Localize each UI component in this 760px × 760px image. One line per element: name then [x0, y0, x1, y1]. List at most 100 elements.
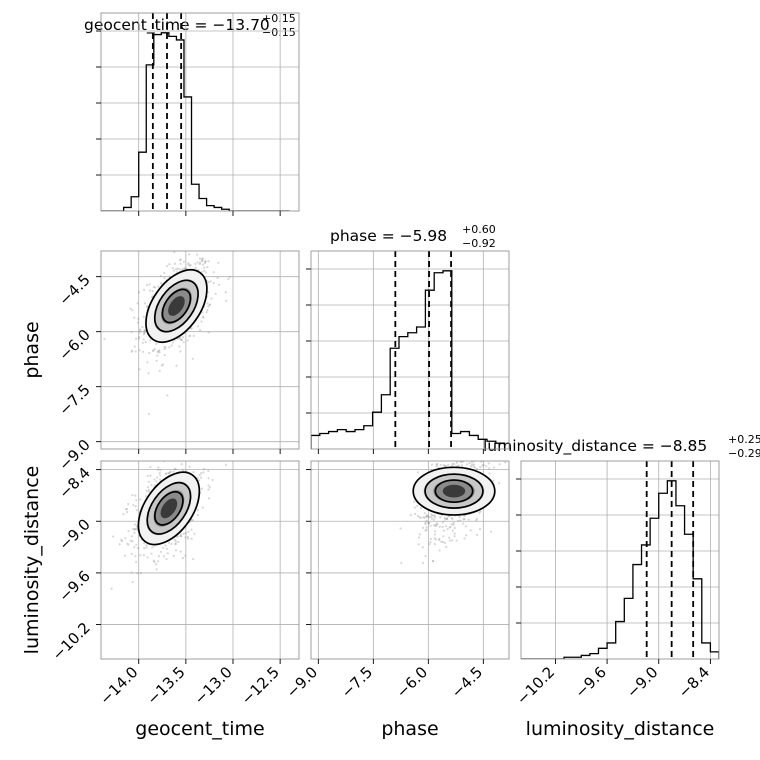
scatter-point [145, 489, 148, 492]
scatter-point [191, 519, 194, 522]
scatter-point [155, 480, 158, 483]
scatter-point [136, 321, 140, 324]
scatter-point [167, 472, 171, 475]
scatter-point [200, 487, 204, 490]
scatter-point [475, 456, 477, 458]
scatter-point [446, 528, 449, 531]
scatter-point [455, 539, 458, 542]
scatter-point [200, 270, 203, 273]
scatter-point [184, 536, 187, 539]
contour-0 [137, 471, 201, 546]
scatter-point [473, 466, 476, 469]
title-luminosity-distance-sub: −0.29 [728, 447, 760, 460]
contour-1 [424, 473, 484, 509]
scatter-point [443, 541, 447, 545]
scatter-point [120, 538, 123, 541]
scatter-point [110, 587, 113, 590]
scatter-point [144, 340, 147, 344]
scatter-point [134, 337, 138, 340]
scatter-point [196, 508, 199, 512]
scatter-point [464, 458, 466, 460]
scatter-point [497, 457, 499, 459]
panel-geocent_time-luminosity_distance: −14.0 −13.5 −13.0 −12.5−10.2−9.6−9.0−8.4 [49, 460, 300, 708]
scatter-point [125, 508, 128, 511]
scatter-point [146, 474, 149, 478]
scatter-point [130, 535, 133, 538]
scatter-point [471, 456, 473, 458]
scatter-point [207, 488, 210, 491]
scatter-point [187, 530, 190, 533]
scatter-point [149, 474, 152, 477]
scatter-point [492, 479, 495, 482]
scatter-point [479, 510, 482, 513]
scatter-point [224, 463, 228, 466]
scatter-point [429, 516, 432, 519]
scatter-point [441, 541, 445, 544]
scatter-point [433, 533, 437, 536]
scatter-point [202, 467, 206, 471]
scatter-point [190, 327, 193, 330]
scatter-point [141, 325, 144, 329]
title-geocent-time: geocent_time = −13.70 +0.15 −0.15 [84, 12, 296, 39]
panel-content [103, 239, 231, 416]
scatter-point [427, 522, 431, 525]
scatter-point [135, 509, 139, 512]
scatter-point [214, 239, 216, 241]
scatter-point [124, 554, 127, 557]
scatter-point [229, 244, 231, 246]
scatter-point [433, 516, 436, 519]
scatter-point [131, 494, 134, 497]
scatter-point [445, 545, 448, 549]
x-tick-label: −10.2 [513, 663, 558, 708]
title-phase-sup: +0.60 [462, 223, 496, 236]
scatter-point [467, 452, 469, 454]
scatter-point [139, 554, 142, 557]
scatter-point [441, 521, 445, 524]
scatter-point [158, 349, 161, 352]
x-tick-label: −8.4 [675, 663, 713, 701]
histogram-phase [311, 270, 506, 449]
scatter-point [187, 262, 190, 265]
scatter-point [194, 266, 197, 269]
scatter-point [457, 464, 461, 467]
scatter-point [126, 510, 129, 514]
scatter-point [124, 537, 127, 540]
scatter-point [174, 549, 178, 552]
scatter-point [425, 514, 428, 518]
y-tick-label: −8.4 [55, 464, 93, 502]
scatter-point [144, 329, 147, 333]
scatter-point [203, 261, 207, 265]
scatter-point [485, 465, 488, 468]
scatter-point [429, 537, 433, 541]
scatter-point [206, 302, 209, 305]
scatter-point [207, 469, 210, 473]
scatter-point [482, 463, 485, 467]
scatter-point [133, 546, 136, 549]
panel-content [110, 461, 228, 590]
scatter-point [146, 361, 149, 364]
title-phase: phase = −5.98 +0.60 −0.92 [330, 223, 496, 250]
scatter-point [156, 560, 160, 563]
scatter-point [445, 525, 448, 528]
scatter-point [429, 524, 432, 527]
grid [101, 13, 299, 211]
scatter-point [118, 543, 121, 546]
scatter-point [432, 524, 436, 527]
scatter-point [179, 533, 183, 536]
scatter-point [163, 277, 166, 280]
scatter-point [463, 517, 466, 521]
scatter-point [456, 457, 458, 459]
scatter-point [200, 476, 203, 479]
scatter-point [147, 372, 150, 375]
scatter-point [181, 556, 185, 560]
scatter-point [470, 440, 472, 442]
scatter-point [449, 539, 452, 542]
title-geocent-time-sub: −0.15 [262, 26, 296, 39]
scatter-point [137, 317, 140, 320]
scatter-point [147, 486, 150, 489]
scatter-point [439, 459, 441, 461]
scatter-point [446, 517, 449, 520]
scatter-point [142, 288, 146, 291]
scatter-point [421, 526, 425, 529]
scatter-point [134, 350, 137, 353]
